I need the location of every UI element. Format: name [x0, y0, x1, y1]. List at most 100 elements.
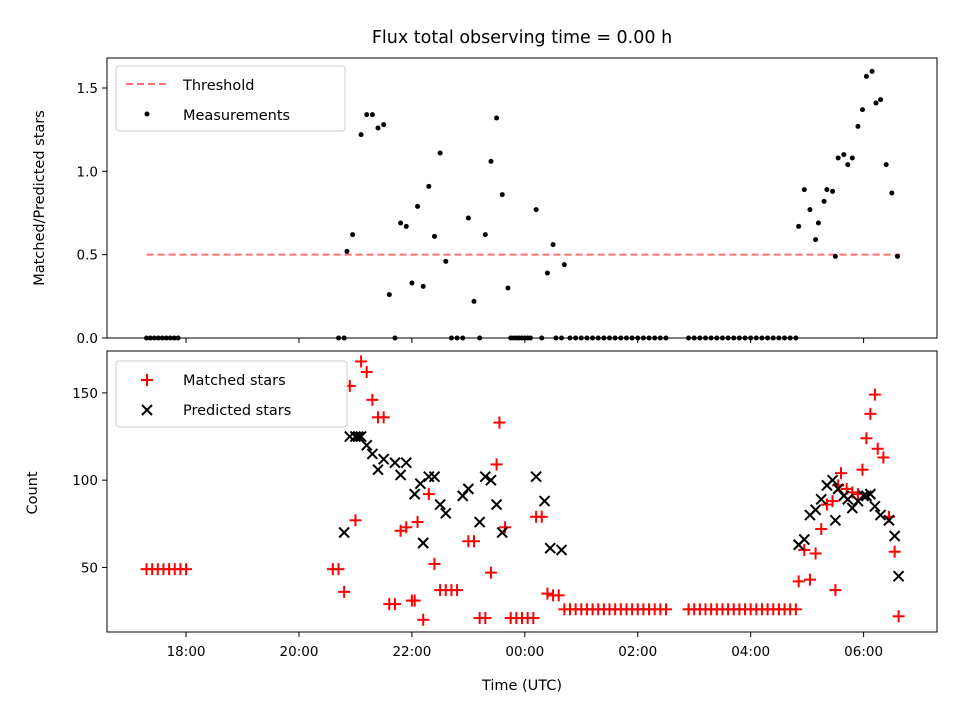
measurement-point [344, 248, 350, 254]
count-y-tick-label: 150 [72, 386, 98, 402]
matched-point [864, 407, 877, 420]
matched-point [877, 451, 890, 464]
predicted-point [544, 542, 556, 554]
predicted-point [372, 463, 384, 476]
ratio-x-axis [185, 338, 865, 343]
measurement-point [832, 253, 838, 259]
matched-point [835, 467, 848, 480]
measurement-point [813, 237, 819, 243]
measurement-point [561, 262, 567, 268]
ratio-y-tick-label: 1.5 [77, 81, 98, 97]
predicted-point [338, 526, 350, 539]
predicted-point [538, 495, 551, 507]
measurement-point [381, 122, 387, 128]
matched-point [499, 521, 512, 534]
matched-point [479, 612, 492, 625]
measurement-point [845, 162, 851, 168]
measurement-point [878, 97, 884, 103]
ratio-y-tick-label: 1.0 [77, 164, 98, 180]
matched-point [388, 598, 401, 611]
predicted-point [842, 493, 854, 506]
legend-predicted-label: Predicted stars [183, 403, 291, 419]
measurement-point [815, 220, 821, 226]
predicted-point [864, 488, 877, 500]
measurement-point [350, 232, 356, 238]
legend-measurements-label: Measurements [183, 108, 290, 124]
count-y-axis: 50 100 150 [72, 386, 107, 576]
measurement-point [488, 158, 494, 164]
measurement-point [375, 125, 381, 131]
ratio-y-tick-label: 0.5 [77, 248, 98, 264]
predicted-point [869, 500, 881, 513]
measurement-point [824, 187, 830, 193]
count-panel: 50 100 150 18:00 20:00 22:00 00:00 02:00 04:00 0… [25, 350, 938, 694]
predicted-point [440, 507, 452, 520]
predicted-stars-series [338, 430, 905, 582]
measurement-point [386, 292, 392, 298]
predicted-point [892, 570, 905, 582]
measurement-point [821, 198, 827, 204]
chart-title: Flux total observing time = 0.00 h [372, 28, 672, 48]
count-marks [140, 355, 905, 626]
predicted-point [496, 526, 508, 539]
measurement-point [883, 162, 889, 168]
ratio-legend-box [115, 65, 346, 132]
predicted-point [352, 430, 364, 443]
matched-point [468, 535, 481, 548]
count-plot-frame [106, 350, 938, 633]
legend-matched-marker [141, 374, 153, 386]
measurement-point [409, 280, 415, 286]
measurement-point [533, 207, 539, 213]
predicted-point [394, 469, 407, 481]
ratio-plot-frame [106, 57, 938, 339]
measurement-point [869, 68, 875, 74]
measurement-point [889, 190, 895, 196]
legend-threshold-label: Threshold [182, 78, 254, 94]
x-axis-label: Time (UTC) [481, 678, 562, 694]
measurement-point [364, 112, 370, 118]
predicted-point [361, 439, 373, 451]
count-x-tick-label: 00:00 [505, 644, 544, 660]
predicted-point [555, 544, 568, 556]
predicted-point [798, 533, 811, 546]
predicted-point [377, 453, 390, 465]
measurement-point [855, 123, 861, 129]
matched-point [355, 355, 368, 368]
measurement-point [437, 150, 443, 156]
measurement-point [494, 115, 500, 121]
measurement-point [499, 192, 505, 198]
matched-point [552, 589, 565, 602]
matched-point [659, 603, 672, 616]
predicted-point [826, 474, 839, 486]
matched-point [411, 516, 424, 529]
predicted-point [400, 456, 412, 469]
matched-point [798, 543, 811, 556]
measurements-series [144, 68, 900, 341]
measurement-point [873, 100, 879, 106]
matched-point [888, 545, 901, 558]
predicted-point [417, 537, 429, 549]
matched-point [338, 585, 351, 598]
predicted-point [462, 483, 475, 495]
matched-point [535, 510, 548, 523]
matched-point [408, 594, 421, 607]
measurement-point [801, 187, 807, 193]
predicted-point [883, 514, 895, 527]
matched-point [789, 603, 802, 616]
legend-predicted-marker [141, 404, 153, 416]
measurement-point [358, 132, 364, 138]
matched-point [332, 563, 345, 576]
matched-point [527, 612, 540, 625]
measurement-point [550, 242, 556, 248]
predicted-point [355, 430, 367, 443]
predicted-point [409, 488, 421, 500]
count-x-axis: 18:00 20:00 22:00 00:00 02:00 04:00 06:00 [167, 632, 883, 660]
predicted-point [829, 514, 842, 527]
predicted-point [428, 470, 441, 483]
ratio-marks [144, 68, 901, 341]
count-x-tick-label: 02:00 [618, 644, 657, 660]
predicted-point [530, 470, 542, 483]
measurement-point [369, 112, 375, 118]
count-legend-box [115, 360, 348, 428]
predicted-point [479, 470, 492, 483]
